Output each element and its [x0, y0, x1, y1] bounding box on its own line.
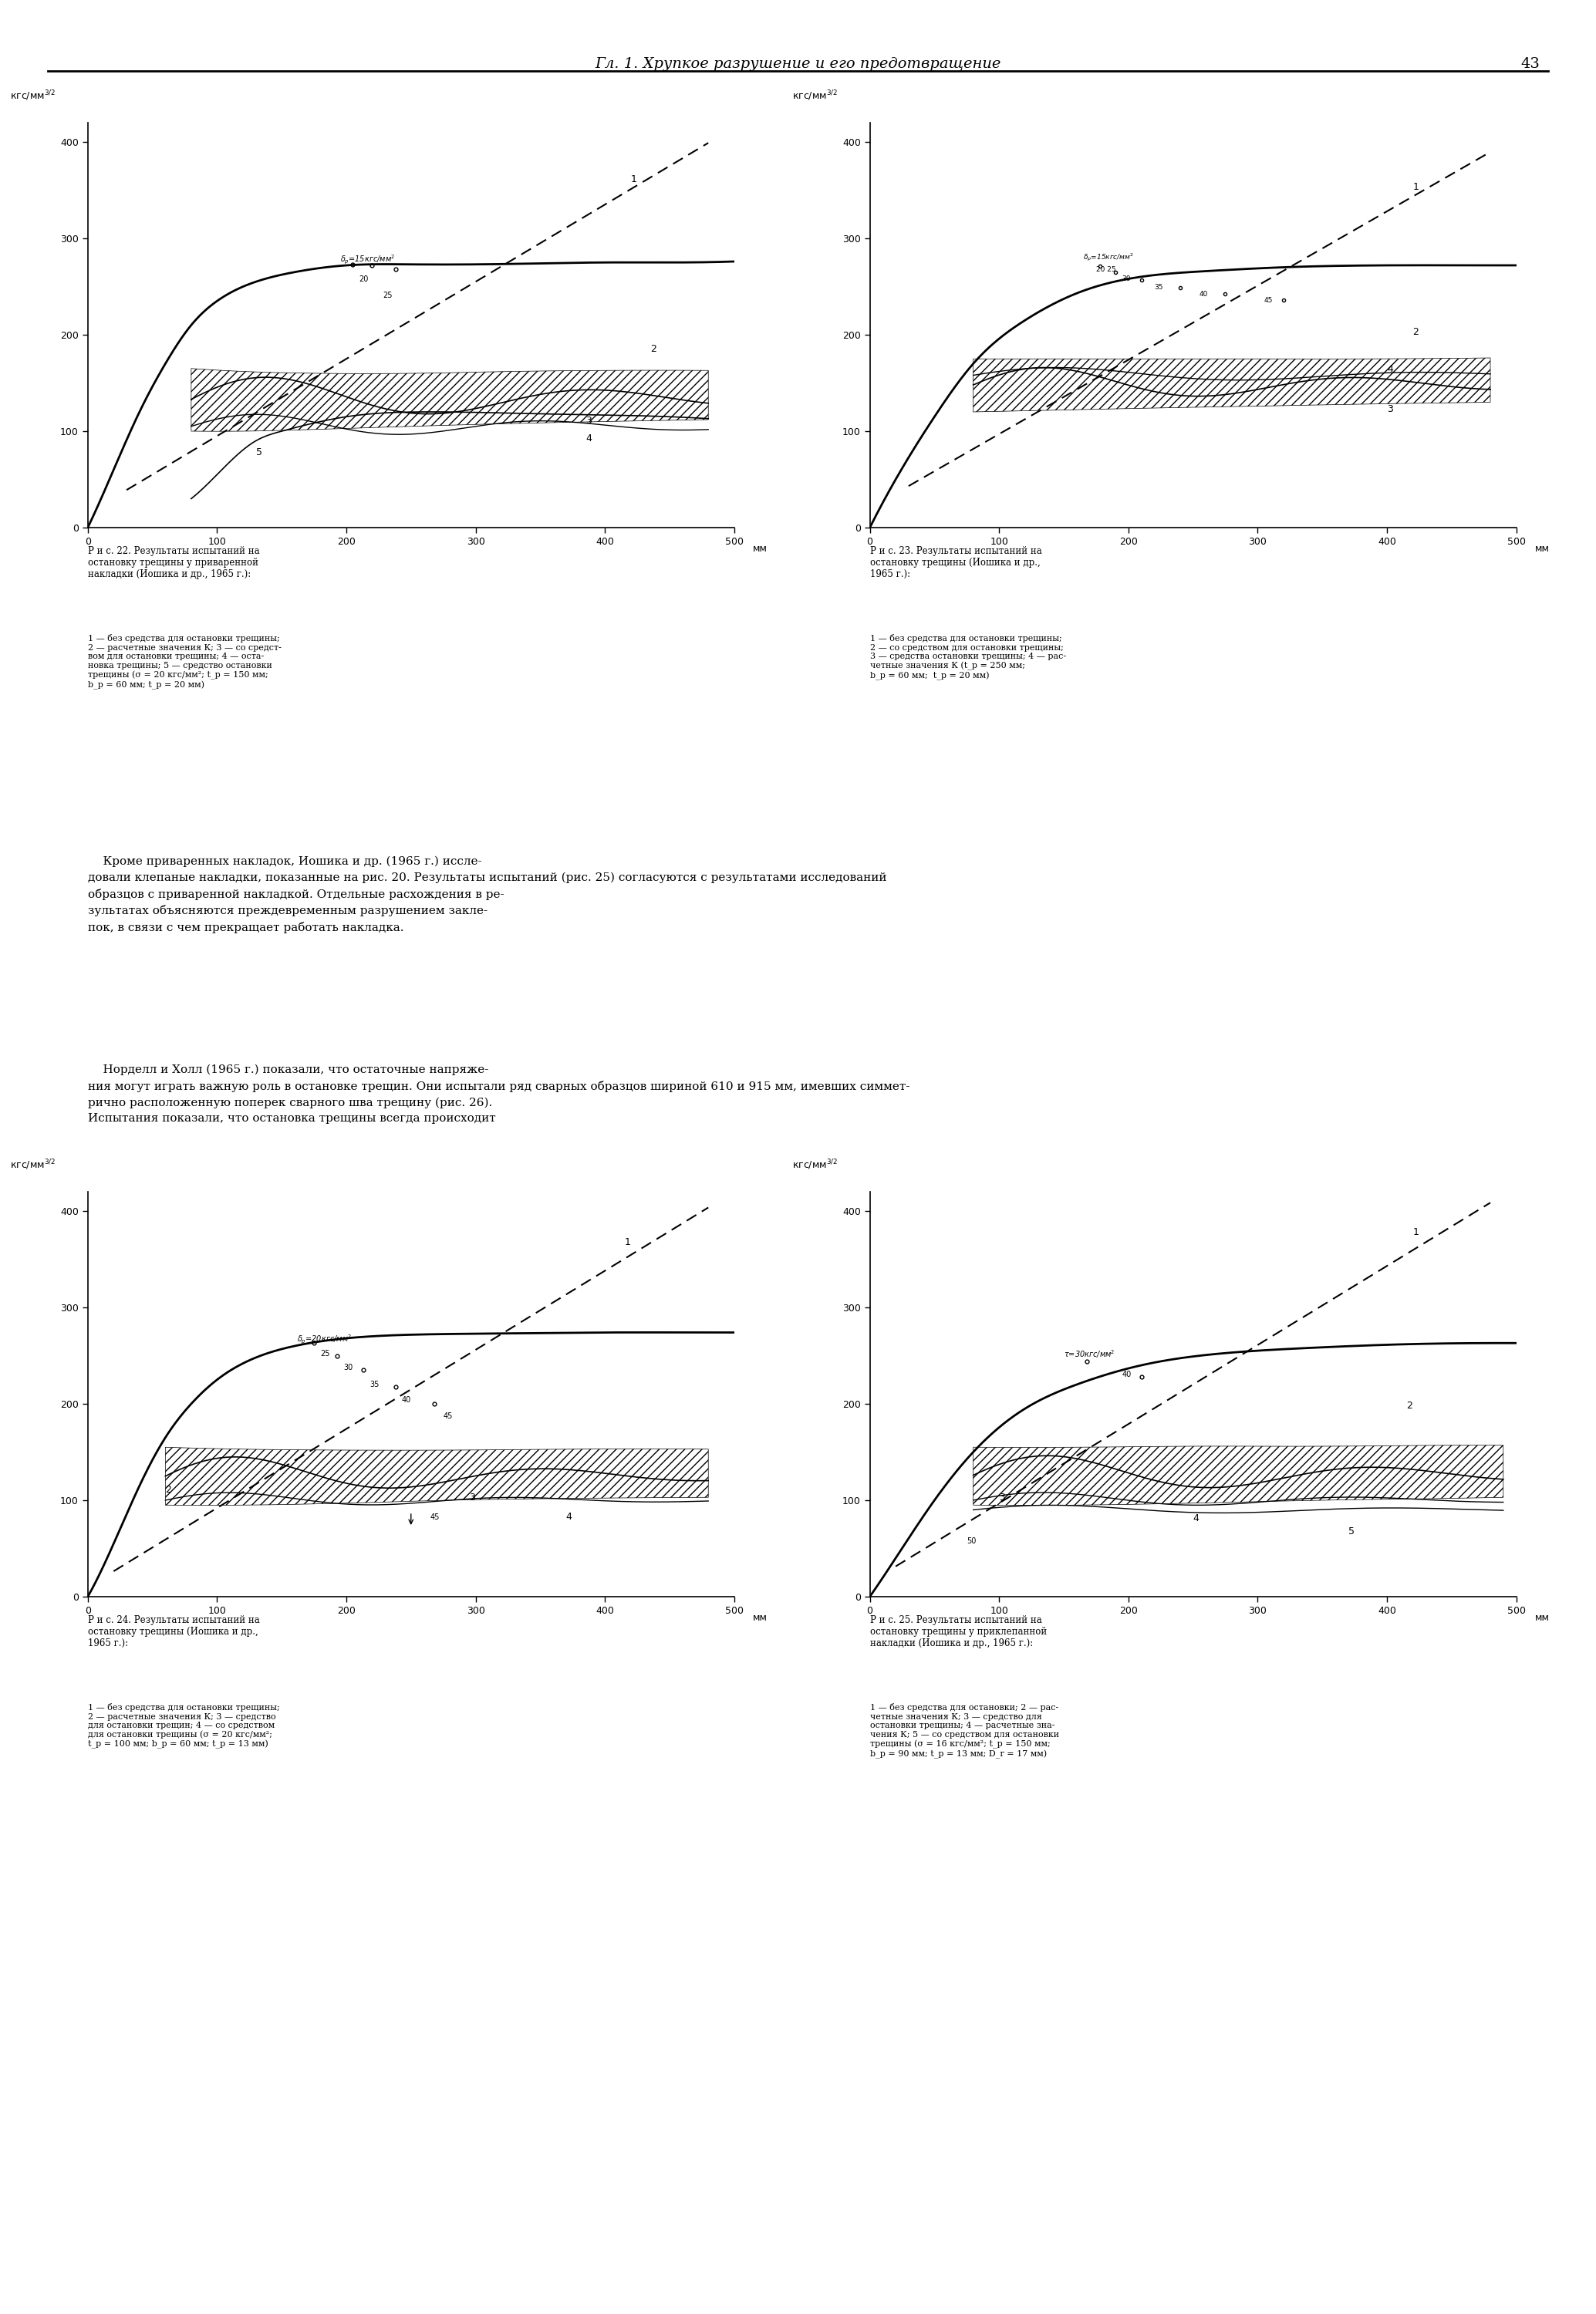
Text: $\delta_p$=15кгс/мм$^2$: $\delta_p$=15кгс/мм$^2$	[1084, 252, 1135, 264]
Text: 1 — без средства для остановки трещины;
2 — со средством для остановки трещины;
: 1 — без средства для остановки трещины; …	[870, 634, 1066, 680]
Text: $\tau$=30кгс/мм$^2$: $\tau$=30кгс/мм$^2$	[1065, 1349, 1116, 1361]
Text: 43: 43	[1521, 58, 1540, 72]
Text: 3: 3	[999, 1493, 1005, 1502]
Text: 5: 5	[255, 447, 262, 458]
X-axis label: мм: мм	[1535, 1613, 1550, 1622]
Text: кгс/мм$^{3/2}$: кгс/мм$^{3/2}$	[10, 88, 56, 102]
X-axis label: мм: мм	[753, 1613, 768, 1622]
Text: 40: 40	[402, 1395, 412, 1402]
Text: 3: 3	[469, 1493, 476, 1502]
Text: 20 25: 20 25	[1096, 266, 1116, 273]
Text: 35: 35	[1154, 285, 1163, 292]
Text: 4: 4	[586, 433, 592, 444]
Text: Гл. 1. Хрупкое разрушение и его предотвращение: Гл. 1. Хрупкое разрушение и его предотвр…	[595, 58, 1001, 72]
Text: 3: 3	[1387, 405, 1393, 414]
Text: 20: 20	[359, 275, 369, 282]
Text: 4: 4	[1194, 1513, 1199, 1525]
Text: 2: 2	[650, 345, 656, 354]
Text: 45: 45	[431, 1513, 440, 1520]
Text: 1 — без средства для остановки; 2 — рас-
четные значения К; 3 — средство для
ост: 1 — без средства для остановки; 2 — рас-…	[870, 1703, 1058, 1759]
Text: 45: 45	[444, 1412, 453, 1421]
Text: 5: 5	[1349, 1527, 1355, 1536]
Text: кгс/мм$^{3/2}$: кгс/мм$^{3/2}$	[792, 88, 838, 102]
Text: $\delta_p$=20кгс/мм$^2$: $\delta_p$=20кгс/мм$^2$	[297, 1333, 353, 1347]
Text: 45: 45	[1264, 296, 1274, 303]
Text: 40: 40	[1122, 1370, 1132, 1379]
Text: 1 — без средства для остановки трещины;
2 — расчетные значения К; 3 — средство
д: 1 — без средства для остановки трещины; …	[88, 1703, 279, 1749]
X-axis label: мм: мм	[1535, 544, 1550, 553]
Text: кгс/мм$^{3/2}$: кгс/мм$^{3/2}$	[792, 1157, 838, 1171]
Text: Норделл и Холл (1965 г.) показали, что остаточные напряже-
ния могут играть важн: Норделл и Холл (1965 г.) показали, что о…	[88, 1064, 910, 1125]
Text: 40: 40	[1200, 292, 1208, 299]
Text: Р и с. 22. Результаты испытаний на
остановку трещины у приваренной
накладки (Иош: Р и с. 22. Результаты испытаний на остан…	[88, 546, 260, 578]
Text: 4: 4	[1387, 363, 1393, 373]
Text: 2: 2	[1406, 1400, 1412, 1412]
Text: 25: 25	[321, 1349, 330, 1356]
Text: Р и с. 23. Результаты испытаний на
остановку трещины (Иошика и др.,
1965 г.):: Р и с. 23. Результаты испытаний на остан…	[870, 546, 1042, 578]
X-axis label: мм: мм	[753, 544, 768, 553]
Text: 35: 35	[370, 1379, 380, 1388]
Text: 1: 1	[1412, 1226, 1419, 1238]
Text: 2: 2	[166, 1486, 171, 1495]
Text: Кроме приваренных накладок, Иошика и др. (1965 г.) иссле-
довали клепаные наклад: Кроме приваренных накладок, Иошика и др.…	[88, 856, 886, 933]
Text: 1: 1	[1412, 183, 1419, 192]
Text: 30: 30	[1122, 275, 1132, 282]
Text: 2: 2	[1412, 326, 1419, 338]
Text: 50: 50	[967, 1536, 977, 1546]
Text: 25: 25	[383, 292, 393, 301]
Text: $\delta_p$=15кгс/мм$^2$: $\delta_p$=15кгс/мм$^2$	[340, 255, 394, 266]
Text: 1: 1	[624, 1238, 630, 1247]
Text: кгс/мм$^{3/2}$: кгс/мм$^{3/2}$	[10, 1157, 56, 1171]
Text: 30: 30	[343, 1363, 353, 1372]
Text: 1 — без средства для остановки трещины;
2 — расчетные значения К; 3 — со средст-: 1 — без средства для остановки трещины; …	[88, 634, 281, 690]
Text: 3: 3	[586, 417, 592, 426]
Text: Р и с. 25. Результаты испытаний на
остановку трещины у приклепанной
накладки (Ио: Р и с. 25. Результаты испытаний на остан…	[870, 1615, 1047, 1648]
Text: Р и с. 24. Результаты испытаний на
остановку трещины (Иошика и др.,
1965 г.):: Р и с. 24. Результаты испытаний на остан…	[88, 1615, 260, 1648]
Text: 4: 4	[567, 1511, 573, 1523]
Text: 1: 1	[630, 176, 637, 185]
